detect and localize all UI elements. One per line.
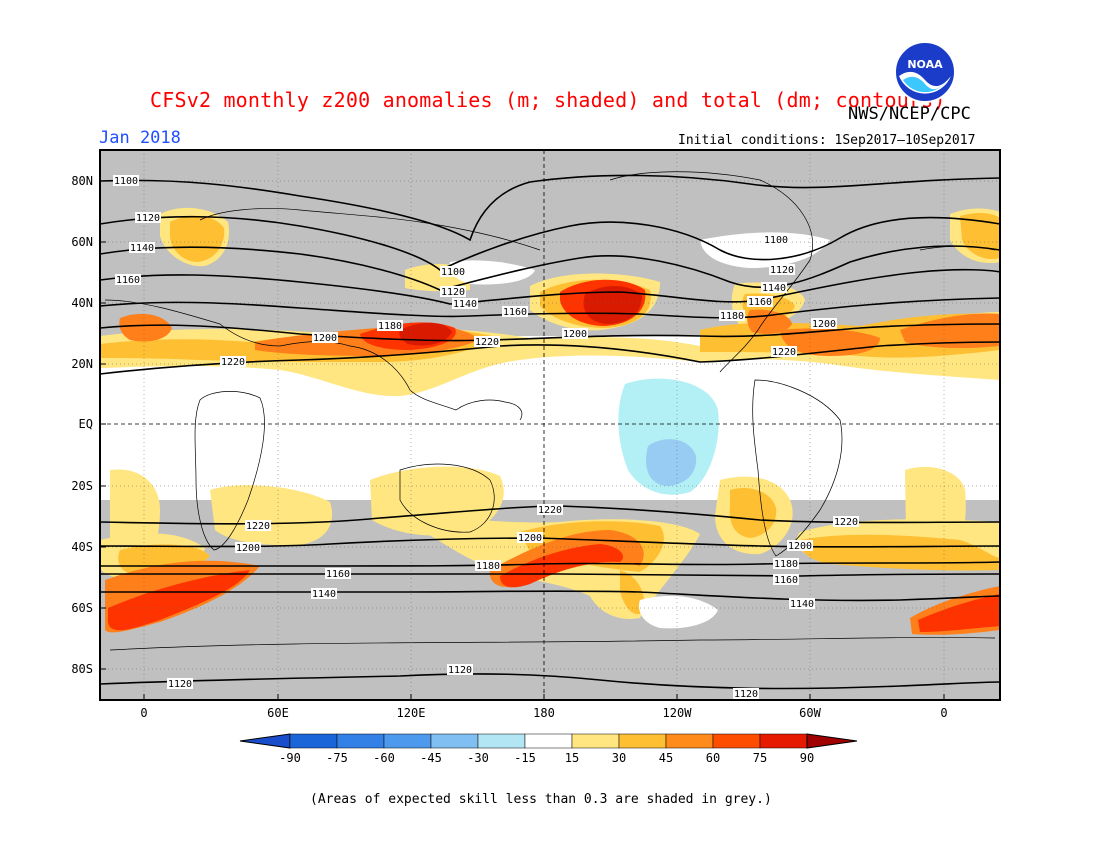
map-frame	[99, 149, 1001, 701]
colorbar-high-arrow	[806, 733, 858, 749]
contour-label: 1160	[326, 569, 350, 580]
longitude-axis: 0 60E 120E 180 120W 60W 0	[140, 694, 948, 720]
contour-label: 1100	[441, 267, 465, 278]
contour-label: 1140	[312, 589, 336, 600]
colorbar-bin	[289, 733, 338, 749]
colorbar-label: -75	[326, 751, 348, 765]
colorbar-bin	[477, 733, 526, 749]
neutral-patches	[449, 232, 830, 629]
forecast-month: Jan 2018	[99, 128, 181, 148]
colorbar-label: 15	[565, 751, 579, 765]
contour-label: 1160	[748, 297, 772, 308]
noaa-logo-text: NOAA	[907, 58, 943, 71]
colorbar-bin	[665, 733, 714, 749]
contour-label: 1140	[130, 243, 154, 254]
contour-label: 1180	[476, 561, 500, 572]
neutral-band	[100, 362, 1000, 470]
colorbar-low-arrow	[239, 733, 291, 749]
longitude-label: 0	[140, 706, 147, 720]
colorbar-bin	[712, 733, 761, 749]
contour-label: 1220	[772, 347, 796, 358]
longitude-label: 0	[940, 706, 947, 720]
colorbar-bin	[383, 733, 432, 749]
colorbar-bin	[524, 733, 573, 749]
contour-label: 1120	[734, 689, 758, 700]
latitude-label: 20N	[71, 357, 93, 371]
colorbar-label: 45	[659, 751, 673, 765]
colorbar-label: -30	[467, 751, 489, 765]
colorbar-label: -60	[373, 751, 395, 765]
contour-label: 1140	[790, 599, 814, 610]
colorbar-label: -90	[279, 751, 301, 765]
latitude-label: 40N	[71, 296, 93, 310]
contour-label: 1180	[378, 321, 402, 332]
colorbar-label: 60	[706, 751, 720, 765]
contour-label: 1120	[770, 265, 794, 276]
initial-conditions: Initial conditions: 1Sep2017–10Sep2017	[678, 133, 976, 148]
contour-label: 1200	[788, 541, 812, 552]
longitude-label: 180	[533, 706, 555, 720]
shading-layer: 1100 1120 1140 1160 1180 1200 1220 1100 …	[100, 150, 1000, 700]
contour-label: 1200	[563, 329, 587, 340]
contour-label: 1220	[834, 517, 858, 528]
contour-label: 1160	[116, 275, 140, 286]
contour-label: 1100	[114, 176, 138, 187]
colorbar-label: 90	[800, 751, 814, 765]
longitude-label: 120W	[663, 706, 693, 720]
contour-label: 1160	[774, 575, 798, 586]
contour-label: 1200	[518, 533, 542, 544]
contour-label: 1160	[503, 307, 527, 318]
latitude-label: EQ	[79, 417, 93, 431]
latitude-label: 80S	[71, 662, 93, 676]
contour-label: 1120	[448, 665, 472, 676]
noaa-logo-icon: NOAA	[894, 41, 956, 103]
contour-label: 1220	[221, 357, 245, 368]
latitude-label: 40S	[71, 540, 93, 554]
colorbar: -90 -75 -60 -45 -30 -15 15 30 45 60 75 90	[239, 733, 858, 765]
coastlines	[104, 171, 996, 651]
contour-label: 1120	[441, 287, 465, 298]
contour-label: 1220	[475, 337, 499, 348]
contour-label: 1180	[720, 311, 744, 322]
colorbar-bin	[336, 733, 385, 749]
agency-label: NWS/NCEP/CPC	[848, 104, 971, 124]
latitude-label: 60S	[71, 601, 93, 615]
colorbar-label: 30	[612, 751, 626, 765]
contour-label: 1140	[762, 283, 786, 294]
colorbar-label: -15	[514, 751, 536, 765]
contour-label: 1120	[136, 213, 160, 224]
contour-label: 1200	[313, 333, 337, 344]
colorbar-bin	[759, 733, 808, 749]
longitude-label: 120E	[397, 706, 426, 720]
anomaly-neg30-neg45	[646, 439, 697, 486]
contour-labels: 1100 1120 1140 1160 1180 1200 1220 1100 …	[113, 175, 859, 700]
colorbar-label: 75	[753, 751, 767, 765]
skill-footnote: (Areas of expected skill less than 0.3 a…	[310, 792, 772, 807]
contour-label: 1220	[538, 505, 562, 516]
longitude-label: 60W	[799, 706, 821, 720]
colorbar-label: -45	[420, 751, 442, 765]
noaa-logo: NOAA	[893, 40, 957, 104]
contour-label: 1220	[246, 521, 270, 532]
colorbar-bin	[618, 733, 667, 749]
contour-label: 1120	[168, 679, 192, 690]
contour-label: 1180	[774, 559, 798, 570]
latitude-label: 80N	[71, 174, 93, 188]
contour-label: 1100	[764, 235, 788, 246]
contour-label: 1200	[236, 543, 260, 554]
longitude-label: 60E	[267, 706, 289, 720]
contour-label: 1140	[453, 299, 477, 310]
latitude-label: 20S	[71, 479, 93, 493]
colorbar-bin	[571, 733, 620, 749]
latitude-label: 60N	[71, 235, 93, 249]
latitude-axis: 80N 60N 40N 20N EQ 20S 40S 60S 80S	[71, 174, 106, 676]
chart-title: CFSv2 monthly z200 anomalies (m; shaded)…	[150, 88, 946, 112]
contour-label: 1200	[812, 319, 836, 330]
colorbar-bin	[430, 733, 479, 749]
